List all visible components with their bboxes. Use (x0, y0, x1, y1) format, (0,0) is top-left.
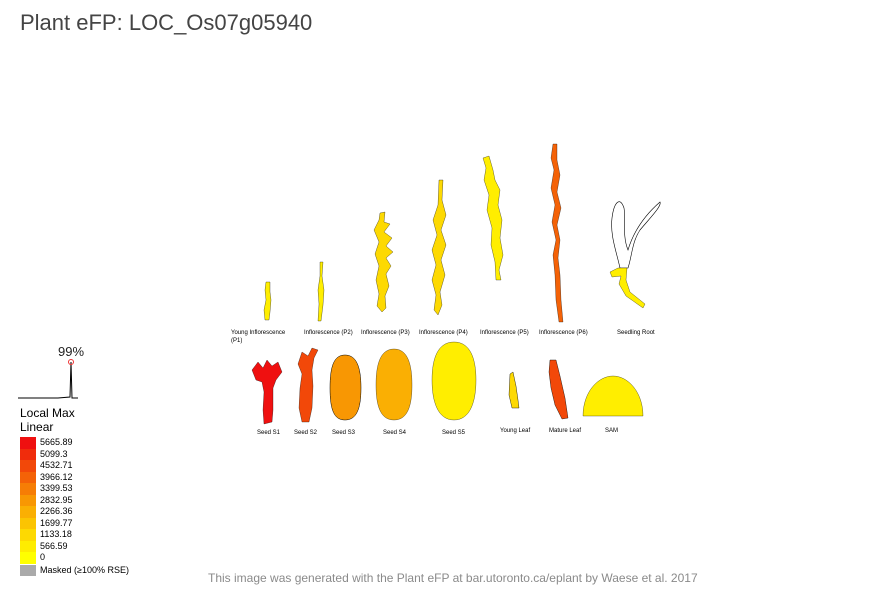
legend-heading-scale: Local Max (20, 406, 75, 420)
legend-value: 0 (40, 552, 46, 562)
tissue-seed-s2[interactable] (297, 347, 319, 423)
legend-value: 4532.71 (40, 460, 73, 470)
legend-row: 1133.18 (20, 529, 129, 541)
legend-masked-row: Masked (≥100% RSE) (20, 564, 129, 576)
label-seedling-root: Seedling Root (617, 330, 655, 336)
tissue-sam[interactable] (582, 375, 644, 417)
legend-row: 1699.77 (20, 517, 129, 529)
label-inflorescence-p6: Inflorescence (P6) (539, 330, 588, 336)
legend-swatch (20, 506, 36, 518)
label-young-inflorescence-stage: (P1) (231, 338, 242, 344)
legend-row: 0 (20, 552, 129, 564)
legend-row: 2266.36 (20, 506, 129, 518)
legend-heading-type: Linear (20, 420, 54, 434)
tissue-young-leaf[interactable] (508, 371, 520, 409)
tissue-mature-leaf[interactable] (548, 359, 569, 420)
label-inflorescence-p3: Inflorescence (P3) (361, 330, 410, 336)
tissue-young-inflorescence[interactable] (263, 281, 272, 321)
legend-heading: Local Max Linear (20, 406, 75, 434)
legend-swatch (20, 517, 36, 529)
label-seed-s4: Seed S4 (383, 430, 407, 436)
percentile-label: 99% (58, 344, 85, 359)
legend-value: 5099.3 (40, 448, 68, 459)
tissue-seed-s4[interactable] (375, 348, 413, 421)
tissue-seedling-root[interactable] (609, 267, 646, 309)
tissue-inflorescence-p2[interactable] (317, 261, 325, 322)
percentile-marker (68, 359, 74, 365)
legend-row: 5665.89 (20, 437, 129, 449)
legend-swatch (20, 460, 36, 472)
tissue-inflorescence-p6[interactable] (550, 143, 564, 323)
label-young-inflorescence: Young Inflorescence (231, 330, 286, 336)
label-inflorescence-p4: Inflorescence (P4) (419, 330, 468, 336)
footer-attribution: This image was generated with the Plant … (208, 571, 698, 585)
tissue-inflorescence-p4[interactable] (431, 179, 447, 316)
label-young-leaf: Young Leaf (500, 428, 530, 434)
legend-swatch (20, 529, 36, 541)
legend-value: 5665.89 (40, 437, 73, 447)
legend-row: 2832.95 (20, 494, 129, 506)
label-inflorescence-p2: Inflorescence (P2) (304, 330, 353, 336)
label-inflorescence-p5: Inflorescence (P5) (480, 330, 529, 336)
tissue-seed-s3[interactable] (329, 354, 362, 421)
expression-histogram (18, 359, 78, 399)
tissue-seed-s5[interactable] (431, 341, 477, 421)
legend-swatch (20, 494, 36, 506)
tissue-seed-s1[interactable] (251, 359, 283, 425)
legend-swatch (20, 483, 36, 495)
legend-value: 3399.53 (40, 483, 73, 493)
label-mature-leaf: Mature Leaf (549, 428, 581, 434)
legend-value: 1133.18 (40, 529, 72, 539)
legend-row: 3399.53 (20, 483, 129, 495)
legend-value: 1699.77 (40, 517, 73, 528)
label-seed-s1: Seed S1 (257, 430, 281, 436)
legend-swatch (20, 552, 36, 564)
histogram-line (18, 361, 78, 399)
legend-swatch (20, 471, 36, 483)
seedling-shoot-outline (611, 201, 661, 269)
legend-row: 5099.3 (20, 448, 129, 460)
legend-row: 4532.71 (20, 460, 129, 472)
legend-swatch (20, 437, 36, 449)
tissue-inflorescence-p5[interactable] (482, 155, 504, 281)
label-seed-s3: Seed S3 (332, 430, 356, 436)
legend-value: 2266.36 (40, 506, 73, 516)
color-legend: 5665.89 5099.3 4532.71 3966.12 3399.53 2832.9… (20, 437, 129, 576)
page-title: Plant eFP: LOC_Os07g05940 (20, 10, 313, 35)
label-seed-s2: Seed S2 (294, 430, 318, 436)
legend-masked-swatch (20, 564, 36, 576)
legend-row: 3966.12 (20, 471, 129, 483)
legend-swatch (20, 540, 36, 552)
tissue-seedling-root-group (609, 201, 661, 309)
legend-masked-label: Masked (≥100% RSE) (40, 564, 129, 575)
legend-row: 566.59 (20, 540, 129, 552)
tissue-inflorescence-p3[interactable] (373, 211, 394, 313)
legend-value: 566.59 (40, 540, 68, 551)
legend-value: 2832.95 (40, 494, 73, 505)
legend-value: 3966.12 (40, 471, 73, 482)
label-seed-s5: Seed S5 (442, 430, 466, 436)
legend-swatch (20, 448, 36, 460)
label-sam: SAM (605, 428, 618, 434)
